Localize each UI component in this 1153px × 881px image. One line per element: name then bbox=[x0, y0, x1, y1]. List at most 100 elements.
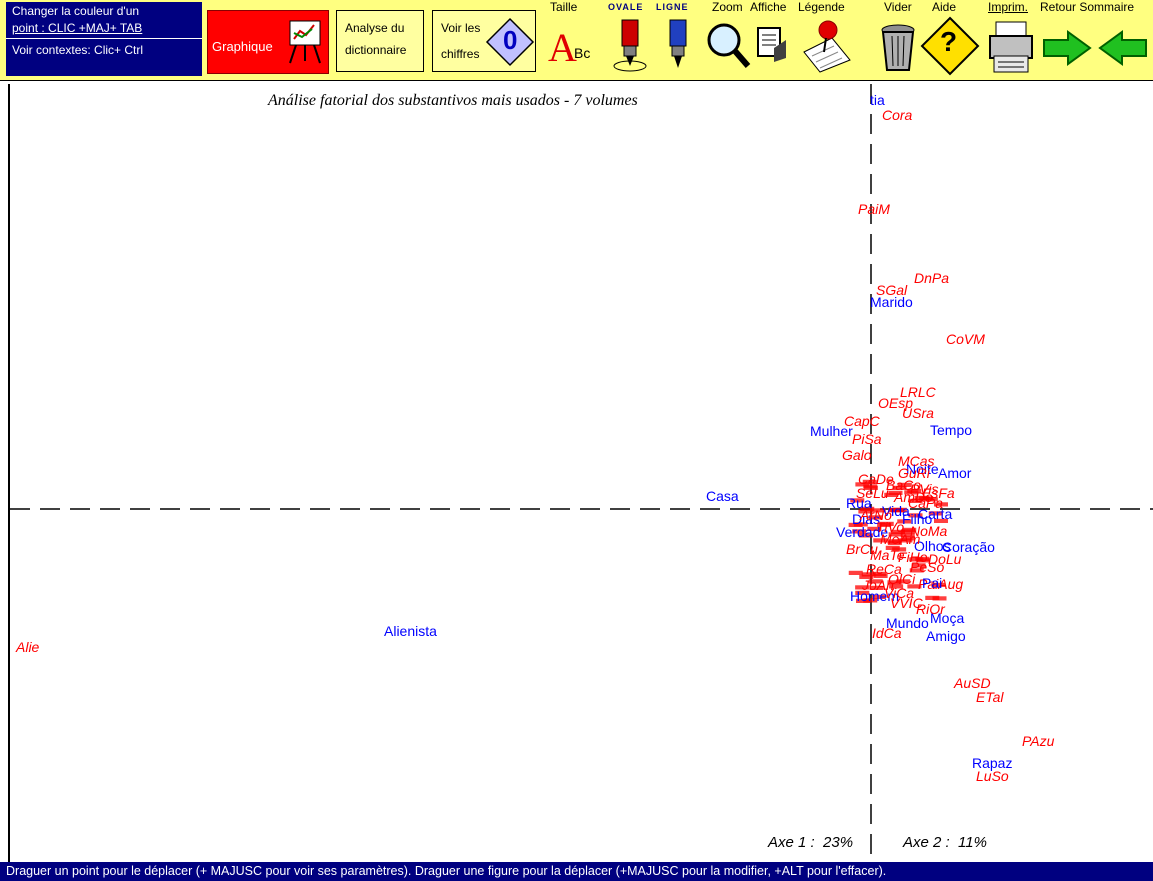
point-label-filho[interactable]: Filho bbox=[902, 511, 933, 527]
cluster-mark: ▬ bbox=[849, 514, 863, 530]
arrow-left-icon[interactable] bbox=[1098, 30, 1148, 66]
cluster-mark: ▬ bbox=[901, 524, 915, 540]
cluster-mark: ▬ bbox=[863, 476, 877, 492]
cluster-mark: ▬ bbox=[925, 587, 939, 603]
point-label-arno[interactable]: ArNo bbox=[859, 507, 892, 523]
cluster-mark: ▬ bbox=[870, 577, 884, 593]
point-label-dias[interactable]: Dias bbox=[852, 511, 880, 527]
point-label-pazu[interactable]: PAzu bbox=[1022, 733, 1055, 749]
point-label-dolu[interactable]: DoLu bbox=[928, 551, 962, 567]
cluster-mark: ▬ bbox=[915, 487, 929, 503]
cluster-mark: ▬ bbox=[863, 471, 877, 487]
graphique-button[interactable]: Graphique bbox=[207, 10, 329, 74]
taille-font-icon[interactable]: A Bc bbox=[546, 22, 598, 74]
trash-can-icon[interactable] bbox=[876, 20, 920, 76]
info-line-1: Changer la couleur d'un bbox=[12, 4, 140, 18]
point-label-marido[interactable]: Marido bbox=[870, 294, 913, 310]
arrow-right-icon[interactable] bbox=[1042, 30, 1092, 66]
taille-a-glyph: A bbox=[548, 25, 577, 70]
ligne-label: LIGNE bbox=[656, 2, 689, 12]
ovale-label: OVALE bbox=[608, 2, 644, 12]
point-label-mcas[interactable]: MCas bbox=[898, 453, 935, 469]
point-label-vvic[interactable]: VVIC bbox=[890, 595, 924, 611]
cluster-mark: ▬ bbox=[898, 530, 912, 546]
point-label-alie[interactable]: Alie bbox=[15, 639, 40, 655]
affiche-document-icon[interactable] bbox=[752, 22, 792, 72]
point-label-alienista[interactable]: Alienista bbox=[384, 623, 437, 639]
point-label-dnpa[interactable]: DnPa bbox=[914, 270, 949, 286]
point-label-homem[interactable]: Homem bbox=[850, 588, 899, 604]
point-label-joan[interactable]: JoAn bbox=[861, 577, 894, 593]
point-label-capa[interactable]: CaPa bbox=[908, 495, 943, 511]
point-label-noma[interactable]: NoMa bbox=[910, 523, 948, 539]
point-label-rapaz[interactable]: Rapaz bbox=[972, 755, 1012, 771]
cluster-mark: ▬ bbox=[902, 519, 916, 535]
zoom-magnifier-icon[interactable] bbox=[704, 20, 752, 74]
point-label-mundo[interactable]: Mundo bbox=[886, 615, 929, 631]
point-label-fiho[interactable]: FiHo bbox=[898, 549, 928, 565]
point-label-amor[interactable]: Amor bbox=[938, 465, 972, 481]
point-label-etal[interactable]: ETal bbox=[976, 689, 1004, 705]
point-label-vida[interactable]: Vida bbox=[882, 503, 910, 519]
point-label-baco[interactable]: BaCo bbox=[886, 477, 921, 493]
point-label-oesp[interactable]: OEsp bbox=[878, 395, 913, 411]
point-label-amdo[interactable]: AmDo bbox=[893, 489, 933, 505]
legende-pushpin-icon[interactable] bbox=[798, 18, 856, 76]
point-label-reca[interactable]: ReCa bbox=[866, 561, 902, 577]
point-label-covm[interactable]: CoVM bbox=[946, 331, 985, 347]
voir-label-1: Voir les bbox=[441, 21, 481, 35]
point-label-coração[interactable]: Coração bbox=[942, 539, 995, 555]
point-label-galo[interactable]: Galo bbox=[842, 447, 872, 463]
point-label-tia[interactable]: tia bbox=[870, 92, 885, 108]
ovale-pen-icon[interactable] bbox=[610, 16, 650, 74]
point-label-sgal[interactable]: SGal bbox=[876, 282, 908, 298]
printer-icon[interactable] bbox=[986, 20, 1036, 76]
point-label-carta[interactable]: Carta bbox=[918, 506, 952, 522]
point-label-rior[interactable]: RiOr bbox=[916, 601, 946, 617]
point-label-vica[interactable]: ViCa bbox=[884, 585, 914, 601]
cluster-mark: ▬ bbox=[901, 527, 915, 543]
point-label-olhos[interactable]: Olhos bbox=[914, 538, 951, 554]
ligne-pen-icon[interactable] bbox=[660, 16, 696, 74]
point-label-verdade[interactable]: Verdade bbox=[836, 524, 888, 540]
point-label-olci[interactable]: OlCi bbox=[888, 571, 916, 587]
point-label-peso[interactable]: PeSo bbox=[910, 559, 944, 575]
point-label-mulher[interactable]: Mulher bbox=[810, 423, 853, 439]
point-label-moça[interactable]: Moça bbox=[930, 610, 964, 626]
point-label-selu[interactable]: SeLu bbox=[856, 485, 889, 501]
point-label-cora[interactable]: Cora bbox=[882, 107, 913, 123]
point-label-cade[interactable]: CaDe bbox=[858, 471, 894, 487]
point-label-tivo[interactable]: TiVo bbox=[876, 519, 904, 535]
point-label-luso[interactable]: LuSo bbox=[976, 768, 1009, 784]
cluster-mark: ▬ bbox=[872, 499, 886, 515]
point-label-capc[interactable]: CapC bbox=[844, 413, 881, 429]
point-label-amigo[interactable]: Amigo bbox=[926, 628, 966, 644]
point-label-noite[interactable]: Noite bbox=[906, 461, 939, 477]
point-label-meam[interactable]: MeAm bbox=[880, 531, 921, 547]
point-label-casa[interactable]: Casa bbox=[706, 488, 739, 504]
point-label-brcu[interactable]: BrCu bbox=[846, 541, 878, 557]
cluster-mark: ▬ bbox=[893, 477, 907, 493]
cluster-mark: ▬ bbox=[924, 489, 938, 505]
point-label-ausd[interactable]: AuSD bbox=[953, 675, 991, 691]
aide-help-diamond-icon[interactable] bbox=[920, 16, 980, 76]
point-label-idca[interactable]: IdCa bbox=[872, 625, 902, 641]
factorial-plot-area[interactable]: ▬ ▬ ▬ ▬ ▬ ▬ ▬ ▬ ▬ ▬ ▬ ▬ ▬ ▬ ▬ ▬ ▬ ▬ ▬ ▬ ▬ ▬ ▬ ▬ ▬ ▬ ▬ ▬ ▬ ▬ ▬ ▬ ▬ ▬ ▬ ▬ ▬ ▬ ▬ ▬… bbox=[8, 84, 1153, 862]
point-label-mate[interactable]: MaTe bbox=[870, 547, 905, 563]
point-label-pisa[interactable]: PiSa bbox=[852, 431, 882, 447]
point-label-lrlc[interactable]: LRLC bbox=[900, 384, 937, 400]
point-label-tempo[interactable]: Tempo bbox=[930, 422, 972, 438]
cluster-mark: ▬ bbox=[891, 521, 905, 537]
point-label-usra[interactable]: USra bbox=[902, 405, 934, 421]
voir-chiffres-button[interactable]: Voir les chiffres 0 bbox=[432, 10, 536, 72]
point-label-paim[interactable]: PaiM bbox=[858, 201, 890, 217]
point-label-paiaug[interactable]: PaiAug bbox=[918, 576, 963, 592]
point-label-esfa[interactable]: EsFa bbox=[922, 485, 955, 501]
point-label-pai[interactable]: Pai bbox=[922, 575, 942, 591]
cluster-mark: ▬ bbox=[863, 589, 877, 605]
analyse-dictionnaire-button[interactable]: Analyse du dictionnaire bbox=[336, 10, 424, 72]
analyse-label-1: Analyse du bbox=[345, 21, 405, 35]
point-label-rua[interactable]: Rua bbox=[846, 495, 872, 511]
point-label-pvis[interactable]: PVis bbox=[910, 481, 939, 497]
point-label-guri[interactable]: GuRi bbox=[898, 465, 931, 481]
